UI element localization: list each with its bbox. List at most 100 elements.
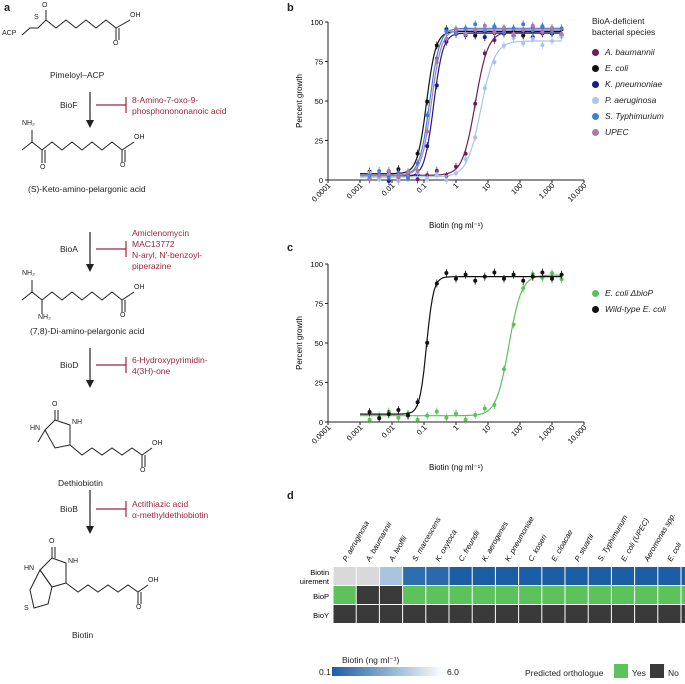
x-tick-label: 1 (451, 181, 460, 190)
data-point-wild-type-e-coli (367, 410, 372, 415)
data-point-s-typhimurium (502, 30, 506, 35)
y-tick-label: 75 (315, 300, 323, 309)
data-point-wild-type-e-coli (444, 270, 449, 275)
y-axis-label: Percent growth (295, 74, 304, 128)
data-point-wild-type-e-coli (386, 412, 391, 417)
data-point-e-coli-biop (473, 413, 478, 418)
cell-biotin-requirement (495, 567, 519, 585)
x-tick-label: 100 (509, 423, 524, 438)
data-point-p-aeruginosa (540, 43, 545, 48)
data-point-e-coli-biop (367, 417, 372, 422)
inhibitor-biod-line-2: 4(3H)-one (132, 366, 171, 376)
data-point-a-baumannii (473, 101, 478, 106)
data-point-e-coli-biop (492, 402, 497, 407)
colorbar (332, 667, 444, 676)
atom-o-6: O (52, 401, 58, 408)
inhibitor-bioa-line-2: MAC13772 (132, 239, 175, 249)
data-point-upec (415, 168, 420, 173)
data-point-upec (425, 129, 430, 134)
atom-o-7: O (140, 467, 146, 474)
legend-marker (592, 112, 599, 120)
arrow-head-bioa (86, 264, 94, 272)
legend-item-upec: UPEC (592, 124, 664, 140)
data-point-upec (530, 23, 535, 28)
legend-marker (592, 64, 599, 72)
data-point-p-aeruginosa (434, 172, 439, 177)
arrow-head-biof (86, 120, 94, 128)
cell-biop (426, 586, 449, 604)
cell-bioy (472, 605, 495, 623)
enzyme-bioa: BioA (60, 244, 78, 254)
row-label: Biotin (310, 568, 329, 577)
cell-bioy (356, 605, 379, 623)
dose-response-chart-b: 0.0001 0.001 0.01 0.1 1 10 100 1,000 10,00002550… (295, 18, 589, 230)
species-label: C. koseri (526, 533, 549, 563)
x-tick-label: 1,000 (537, 423, 557, 443)
data-point-e-coli-biop (521, 286, 526, 291)
data-point-wild-type-e-coli (530, 274, 535, 279)
x-tick-label: 0.001 (345, 181, 365, 201)
legend-label: A. baumannii (605, 47, 655, 57)
dethiobiotin-ring (44, 419, 71, 449)
cell-biop (333, 586, 356, 604)
dapa-chain (21, 291, 123, 301)
legend-item-k-pneumoniae: K. pneumoniae (592, 76, 664, 92)
molecule-pimeloyl-acp: Pimeloyl–ACP (50, 70, 105, 80)
data-point-upec (502, 25, 506, 30)
cell-bioy (588, 605, 611, 623)
legend-label: E. coli ΔbioP (605, 288, 654, 298)
data-point-wild-type-e-coli (550, 276, 554, 281)
data-point-wild-type-e-coli (482, 274, 487, 279)
cell-bioy (565, 605, 588, 623)
no-swatch (650, 664, 664, 678)
data-point-a-baumannii (482, 51, 487, 56)
inhibitor-bioa-line-4: piperazine (132, 261, 172, 271)
data-point-upec (511, 32, 516, 37)
y-tick-label: 50 (315, 339, 323, 348)
data-point-wild-type-e-coli (377, 416, 382, 421)
fit-line-upec (360, 29, 562, 176)
y-tick-label: 0 (319, 418, 323, 427)
cell-bioy (635, 605, 658, 623)
x-tick-label: 10,000 (566, 181, 589, 204)
atom-o-1: O (42, 2, 48, 9)
cell-biop (379, 586, 403, 604)
data-point-s-typhimurium (396, 170, 401, 175)
data-point-upec (377, 173, 382, 178)
cell-biop (611, 586, 635, 604)
data-point-wild-type-e-coli (454, 276, 458, 281)
data-point-k-pneumoniae (425, 144, 430, 149)
data-point-p-aeruginosa (473, 135, 478, 140)
legend-item-s-typhimurium: S. Typhimurium (592, 108, 664, 124)
atom-o-5: O (120, 312, 126, 319)
orthologue-heatmap: P. aeruginosa A. baumannii A. lwoffii S. ma… (289, 495, 685, 655)
biotin-thiophane-ring (29, 569, 53, 609)
data-point-upec (492, 29, 497, 34)
cell-bioy (449, 605, 472, 623)
y-tick-label: 100 (310, 18, 323, 27)
colorbar-max: 6.0 (447, 667, 459, 677)
data-point-upec (540, 29, 545, 34)
atom-oh-1: OH (130, 12, 141, 19)
data-point-e-coli-biop (463, 417, 468, 422)
atom-oh-3: OH (134, 284, 145, 291)
x-tick-label: 0.1 (415, 181, 429, 195)
legend-marker (592, 96, 599, 104)
y-tick-label: 100 (310, 260, 323, 269)
atom-s-biotin: S (24, 605, 29, 612)
data-point-s-typhimurium (425, 113, 430, 118)
data-point-wild-type-e-coli (521, 278, 526, 283)
data-point-wild-type-e-coli (463, 272, 468, 277)
cell-biotin-requirement (588, 567, 611, 585)
inhibitor-biof-line-2: phosphonononanoic acid (132, 106, 227, 116)
data-point-e-coli (473, 33, 478, 38)
data-point-wild-type-e-coli (502, 276, 506, 281)
legend-label: UPEC (605, 127, 629, 137)
data-point-e-coli (434, 43, 439, 48)
x-tick-label: 10,000 (566, 423, 589, 446)
data-point-s-typhimurium (406, 175, 410, 180)
data-point-p-aeruginosa (502, 43, 506, 48)
cell-biotin-requirement (403, 567, 426, 585)
panel-letter-d: d (287, 490, 294, 502)
